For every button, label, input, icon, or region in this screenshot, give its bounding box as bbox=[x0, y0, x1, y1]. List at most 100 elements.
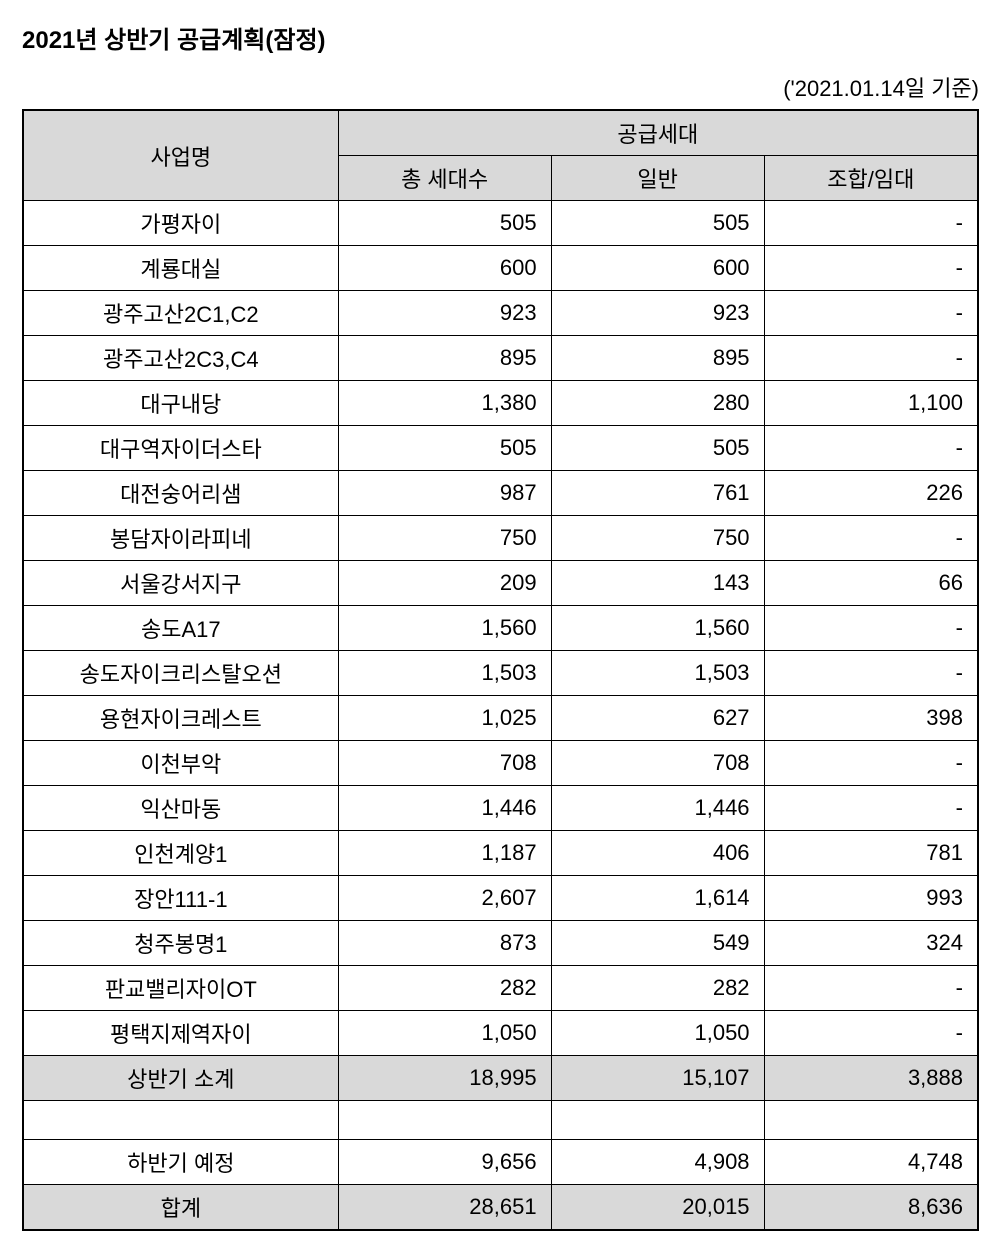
cell-union: - bbox=[764, 201, 978, 246]
table-row: 대전숭어리샘987761226 bbox=[23, 471, 978, 516]
cell-union: 398 bbox=[764, 696, 978, 741]
cell-general: 627 bbox=[551, 696, 764, 741]
cell-project-name: 평택지제역자이 bbox=[23, 1011, 338, 1056]
table-row: 광주고산2C3,C4895895- bbox=[23, 336, 978, 381]
cell-union: 993 bbox=[764, 876, 978, 921]
cell-general: 1,446 bbox=[551, 786, 764, 831]
cell-total: 1,187 bbox=[338, 831, 551, 876]
cell-union: - bbox=[764, 426, 978, 471]
table-row: 익산마동1,4461,446- bbox=[23, 786, 978, 831]
cell-total: 600 bbox=[338, 246, 551, 291]
cell-total: 505 bbox=[338, 201, 551, 246]
cell-union: - bbox=[764, 516, 978, 561]
cell-general: 280 bbox=[551, 381, 764, 426]
cell-union: 66 bbox=[764, 561, 978, 606]
table-row: 청주봉명1873549324 bbox=[23, 921, 978, 966]
cell-total: 28,651 bbox=[338, 1185, 551, 1231]
header-supply-group: 공급세대 bbox=[338, 110, 978, 156]
cell-general: 750 bbox=[551, 516, 764, 561]
table-row: 대구내당1,3802801,100 bbox=[23, 381, 978, 426]
table-row: 가평자이505505- bbox=[23, 201, 978, 246]
cell-general: 20,015 bbox=[551, 1185, 764, 1231]
header-union-rental: 조합/임대 bbox=[764, 156, 978, 201]
table-row: 장안111-12,6071,614993 bbox=[23, 876, 978, 921]
cell-project-name: 청주봉명1 bbox=[23, 921, 338, 966]
cell-union: - bbox=[764, 336, 978, 381]
table-row: 봉담자이라피네750750- bbox=[23, 516, 978, 561]
cell-general: 708 bbox=[551, 741, 764, 786]
header-total-units: 총 세대수 bbox=[338, 156, 551, 201]
cell-project-name: 용현자이크레스트 bbox=[23, 696, 338, 741]
cell-total: 1,446 bbox=[338, 786, 551, 831]
cell-general: 15,107 bbox=[551, 1056, 764, 1101]
table-row: 하반기 예정9,6564,9084,748 bbox=[23, 1140, 978, 1185]
cell-general: 505 bbox=[551, 426, 764, 471]
cell-general: 895 bbox=[551, 336, 764, 381]
cell-total: 1,503 bbox=[338, 651, 551, 696]
cell-project-name: 하반기 예정 bbox=[23, 1140, 338, 1185]
header-project-name: 사업명 bbox=[23, 110, 338, 201]
cell-total: 1,560 bbox=[338, 606, 551, 651]
cell-total: 1,380 bbox=[338, 381, 551, 426]
table-row: 평택지제역자이1,0501,050- bbox=[23, 1011, 978, 1056]
cell-general: 4,908 bbox=[551, 1140, 764, 1185]
cell-total: 505 bbox=[338, 426, 551, 471]
table-row: 서울강서지구20914366 bbox=[23, 561, 978, 606]
table-row: 인천계양11,187406781 bbox=[23, 831, 978, 876]
cell-project-name: 이천부악 bbox=[23, 741, 338, 786]
cell-general: 143 bbox=[551, 561, 764, 606]
cell-project-name: 서울강서지구 bbox=[23, 561, 338, 606]
cell-project-name: 판교밸리자이OT bbox=[23, 966, 338, 1011]
cell-project-name: 봉담자이라피네 bbox=[23, 516, 338, 561]
cell-union: 3,888 bbox=[764, 1056, 978, 1101]
cell-general: 505 bbox=[551, 201, 764, 246]
blank-cell bbox=[338, 1101, 551, 1140]
table-row: 합계28,65120,0158,636 bbox=[23, 1185, 978, 1231]
cell-union: - bbox=[764, 291, 978, 336]
cell-general: 600 bbox=[551, 246, 764, 291]
cell-total: 708 bbox=[338, 741, 551, 786]
blank-cell bbox=[764, 1101, 978, 1140]
cell-project-name: 장안111-1 bbox=[23, 876, 338, 921]
header-general: 일반 bbox=[551, 156, 764, 201]
cell-project-name: 광주고산2C1,C2 bbox=[23, 291, 338, 336]
table-row: 송도자이크리스탈오션1,5031,503- bbox=[23, 651, 978, 696]
cell-union: - bbox=[764, 606, 978, 651]
cell-union: - bbox=[764, 786, 978, 831]
cell-project-name: 대구내당 bbox=[23, 381, 338, 426]
table-row: 대구역자이더스타505505- bbox=[23, 426, 978, 471]
cell-general: 1,560 bbox=[551, 606, 764, 651]
cell-project-name: 송도자이크리스탈오션 bbox=[23, 651, 338, 696]
cell-union: 781 bbox=[764, 831, 978, 876]
cell-union: - bbox=[764, 1011, 978, 1056]
table-row: 이천부악708708- bbox=[23, 741, 978, 786]
cell-project-name: 인천계양1 bbox=[23, 831, 338, 876]
cell-general: 406 bbox=[551, 831, 764, 876]
cell-general: 1,050 bbox=[551, 1011, 764, 1056]
cell-union: 324 bbox=[764, 921, 978, 966]
blank-row bbox=[23, 1101, 978, 1140]
cell-general: 1,503 bbox=[551, 651, 764, 696]
cell-project-name: 송도A17 bbox=[23, 606, 338, 651]
blank-cell bbox=[551, 1101, 764, 1140]
table-row: 용현자이크레스트1,025627398 bbox=[23, 696, 978, 741]
cell-total: 1,025 bbox=[338, 696, 551, 741]
cell-project-name: 가평자이 bbox=[23, 201, 338, 246]
cell-total: 750 bbox=[338, 516, 551, 561]
table-row: 상반기 소계18,99515,1073,888 bbox=[23, 1056, 978, 1101]
cell-total: 18,995 bbox=[338, 1056, 551, 1101]
cell-union: 226 bbox=[764, 471, 978, 516]
cell-union: 4,748 bbox=[764, 1140, 978, 1185]
cell-general: 282 bbox=[551, 966, 764, 1011]
table-row: 계룡대실600600- bbox=[23, 246, 978, 291]
cell-total: 2,607 bbox=[338, 876, 551, 921]
cell-general: 549 bbox=[551, 921, 764, 966]
page-title: 2021년 상반기 공급계획(잠정) bbox=[22, 20, 979, 55]
cell-union: 8,636 bbox=[764, 1185, 978, 1231]
cell-general: 1,614 bbox=[551, 876, 764, 921]
cell-general: 923 bbox=[551, 291, 764, 336]
blank-cell bbox=[23, 1101, 338, 1140]
cell-project-name: 상반기 소계 bbox=[23, 1056, 338, 1101]
cell-general: 761 bbox=[551, 471, 764, 516]
cell-total: 9,656 bbox=[338, 1140, 551, 1185]
